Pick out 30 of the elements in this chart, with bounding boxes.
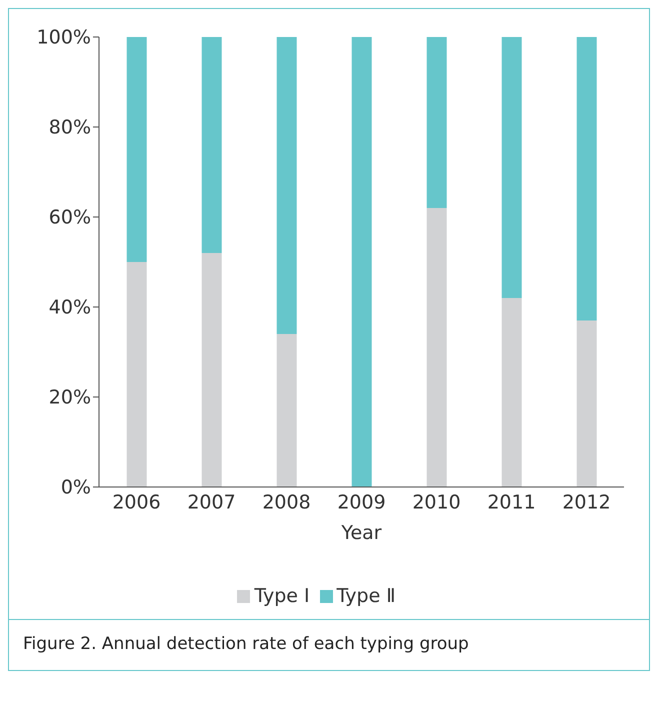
- y-tick-label: 60%: [48, 206, 91, 229]
- bar: [502, 298, 522, 487]
- x-tick-label: 2012: [562, 491, 611, 514]
- x-tick-label: 2010: [412, 491, 461, 514]
- x-tick-label: 2011: [487, 491, 536, 514]
- y-tick-label: 40%: [48, 296, 91, 319]
- bar: [126, 262, 147, 487]
- legend-label: Type Ⅱ: [336, 585, 396, 607]
- bar: [126, 37, 147, 262]
- x-tick-label: 2007: [187, 491, 236, 514]
- x-tick-label: 2006: [112, 491, 161, 514]
- bar: [202, 37, 222, 253]
- bar: [426, 208, 447, 487]
- x-axis-title: Year: [340, 522, 382, 544]
- bar: [202, 253, 222, 487]
- bar: [352, 37, 372, 487]
- bar: [576, 37, 597, 320]
- y-tick-label: 20%: [48, 386, 91, 409]
- bar: [426, 37, 447, 208]
- caption: Figure 2. Annual detection rate of each typing group: [9, 619, 649, 670]
- bar: [276, 37, 297, 334]
- y-tick-label: 0%: [60, 476, 91, 499]
- x-tick-label: 2009: [337, 491, 386, 514]
- bar: [576, 320, 597, 487]
- bar: [502, 37, 522, 298]
- bar: [276, 334, 297, 487]
- x-tick-label: 2008: [262, 491, 311, 514]
- legend-label: Type Ⅰ: [254, 585, 310, 607]
- y-tick-label: 100%: [36, 26, 91, 49]
- y-tick-label: 80%: [48, 116, 91, 139]
